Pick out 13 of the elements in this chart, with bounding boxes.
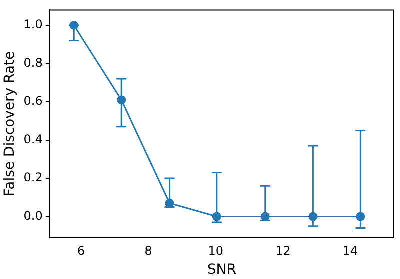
y-tick-label: 1.0 xyxy=(24,18,43,32)
y-tick-label: 0.2 xyxy=(24,170,43,185)
x-tick-label: 10 xyxy=(208,244,224,258)
y-axis-title: False Discovery Rate xyxy=(2,51,18,197)
x-tick-label: 12 xyxy=(276,244,291,258)
x-axis-title: SNR xyxy=(207,262,237,278)
y-tick-label: 0.8 xyxy=(24,56,43,70)
y-tick-label: 0.6 xyxy=(24,94,43,108)
x-tick-label: 8 xyxy=(144,244,152,258)
y-tick-label: 0.0 xyxy=(24,208,43,223)
x-tick-label: 14 xyxy=(342,244,358,258)
x-tick-label: 6 xyxy=(77,244,86,258)
y-tick-label: 0.4 xyxy=(24,132,43,146)
